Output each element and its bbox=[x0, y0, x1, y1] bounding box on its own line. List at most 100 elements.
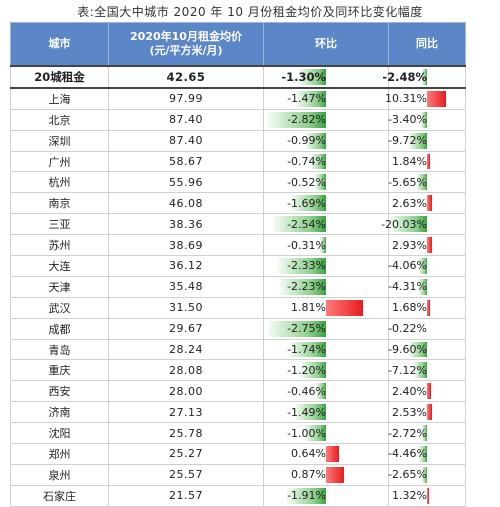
mom-value: -1.69% bbox=[287, 193, 326, 213]
mom-value: -1.91% bbox=[287, 486, 326, 506]
yoy-bar bbox=[427, 154, 430, 170]
yoy-bar bbox=[427, 488, 429, 504]
mom-cell: -0.74% bbox=[264, 151, 389, 172]
mom-bar-wrap: -1.47% bbox=[264, 89, 388, 109]
yoy-bar-wrap: -7.12% bbox=[389, 360, 465, 380]
mom-cell: 1.81% bbox=[264, 297, 389, 318]
mom-value: -1.00% bbox=[287, 423, 326, 443]
mom-value: -2.82% bbox=[287, 110, 326, 130]
header-yoy: 同比 bbox=[389, 23, 466, 67]
yoy-value: 10.31% bbox=[385, 89, 427, 109]
mom-bar-wrap: -0.31% bbox=[264, 235, 388, 255]
rent-cell: 97.99 bbox=[109, 88, 264, 109]
yoy-bar bbox=[427, 404, 432, 420]
city-cell: 上海 bbox=[11, 88, 109, 109]
yoy-bar-wrap: -2.65% bbox=[389, 465, 465, 485]
yoy-value: 2.93% bbox=[392, 235, 427, 255]
mom-cell: -2.75% bbox=[264, 318, 389, 339]
header-city: 城市 bbox=[11, 23, 109, 67]
yoy-bar-wrap: -9.60% bbox=[389, 340, 465, 360]
yoy-value: -2.48% bbox=[382, 67, 427, 87]
city-cell: 天津 bbox=[11, 276, 109, 297]
rent-cell: 87.40 bbox=[109, 109, 264, 130]
yoy-value: 1.68% bbox=[392, 298, 427, 318]
rent-cell: 25.78 bbox=[109, 423, 264, 444]
yoy-value: -0.22% bbox=[388, 319, 427, 339]
mom-cell: 0.64% bbox=[264, 444, 389, 465]
mom-bar-wrap: -1.00% bbox=[264, 423, 388, 443]
mom-cell: -1.47% bbox=[264, 88, 389, 109]
mom-cell: -0.99% bbox=[264, 130, 389, 151]
yoy-bar-wrap: -4.06% bbox=[389, 256, 465, 276]
mom-cell: -1.74% bbox=[264, 339, 389, 360]
mom-cell: -2.33% bbox=[264, 256, 389, 277]
yoy-cell: 2.63% bbox=[389, 193, 466, 214]
yoy-value: -20.03% bbox=[381, 214, 427, 234]
mom-value: -1.30% bbox=[281, 67, 326, 87]
header-row: 城市 2020年10月租金均价 (元/平方米/月) 环比 同比 bbox=[11, 23, 466, 67]
yoy-cell: 1.32% bbox=[389, 485, 466, 506]
yoy-value: 1.32% bbox=[392, 486, 427, 506]
mom-value: -1.74% bbox=[287, 340, 326, 360]
rent-cell: 25.57 bbox=[109, 464, 264, 485]
rent-cell: 36.12 bbox=[109, 256, 264, 277]
mom-bar-wrap: -1.49% bbox=[264, 402, 388, 422]
city-cell: 济南 bbox=[11, 402, 109, 423]
mom-cell: -1.91% bbox=[264, 485, 389, 506]
yoy-bar-wrap: -5.65% bbox=[389, 172, 465, 192]
mom-cell: -0.46% bbox=[264, 381, 389, 402]
mom-bar-wrap: -0.52% bbox=[264, 172, 388, 192]
yoy-value: -3.40% bbox=[388, 110, 427, 130]
yoy-value: -2.72% bbox=[388, 423, 427, 443]
mom-bar-wrap: -0.99% bbox=[264, 131, 388, 151]
mom-bar bbox=[326, 446, 339, 462]
mom-value: -2.23% bbox=[287, 277, 326, 297]
yoy-cell: -4.46% bbox=[389, 444, 466, 465]
mom-value: 1.81% bbox=[291, 298, 326, 318]
rent-cell: 38.69 bbox=[109, 235, 264, 256]
mom-value: -0.74% bbox=[287, 152, 326, 172]
yoy-cell: -9.72% bbox=[389, 130, 466, 151]
yoy-cell: -2.48% bbox=[389, 66, 466, 88]
yoy-cell: -4.31% bbox=[389, 276, 466, 297]
mom-value: -2.33% bbox=[287, 256, 326, 276]
yoy-bar-wrap: -20.03% bbox=[389, 214, 465, 234]
yoy-cell: -7.12% bbox=[389, 360, 466, 381]
yoy-value: 2.53% bbox=[392, 402, 427, 422]
mom-cell: 0.87% bbox=[264, 464, 389, 485]
rent-cell: 28.08 bbox=[109, 360, 264, 381]
rent-cell: 55.96 bbox=[109, 172, 264, 193]
rent-cell: 28.24 bbox=[109, 339, 264, 360]
mom-cell: -1.30% bbox=[264, 66, 389, 88]
yoy-bar bbox=[427, 91, 446, 107]
city-cell: 石家庄 bbox=[11, 485, 109, 506]
mom-value: -0.31% bbox=[287, 235, 326, 255]
table-title: 表:全国大中城市 2020 年 10 月份租金均价及同环比变化幅度 bbox=[0, 0, 500, 22]
rent-cell: 29.67 bbox=[109, 318, 264, 339]
mom-bar-wrap: -1.20% bbox=[264, 360, 388, 380]
rent-cell: 42.65 bbox=[109, 66, 264, 88]
mom-cell: -1.00% bbox=[264, 423, 389, 444]
yoy-bar-wrap: -2.72% bbox=[389, 423, 465, 443]
yoy-cell: -0.22% bbox=[389, 318, 466, 339]
city-cell: 深圳 bbox=[11, 130, 109, 151]
yoy-cell: -3.40% bbox=[389, 109, 466, 130]
rent-cell: 21.57 bbox=[109, 485, 264, 506]
yoy-bar-wrap: -2.48% bbox=[389, 67, 465, 87]
yoy-bar-wrap: 10.31% bbox=[389, 89, 465, 109]
mom-bar-wrap: -2.23% bbox=[264, 277, 388, 297]
